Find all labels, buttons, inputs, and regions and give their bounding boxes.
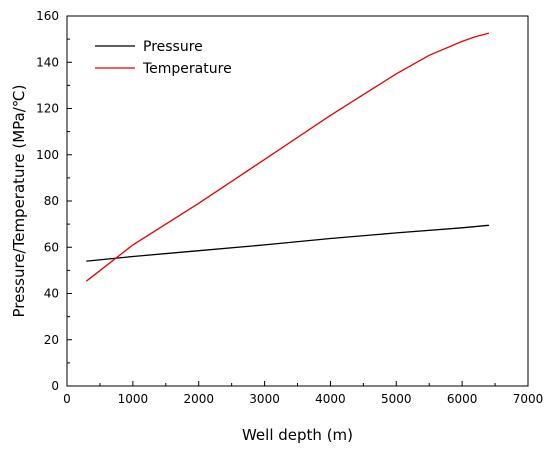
x-tick-label: 3000: [249, 392, 280, 406]
y-tick-label: 0: [51, 379, 59, 393]
y-axis-ticks: 0 20 40 60 80 100 120 140 160: [36, 9, 72, 393]
series-layer: [86, 32, 490, 282]
plot-area-frame: [66, 15, 529, 387]
x-tick-label: 7000: [513, 392, 544, 406]
legend-label-temperature: Temperature: [142, 61, 232, 77]
y-tick-label: 40: [44, 287, 59, 301]
x-axis-title: Well depth (m): [242, 426, 353, 444]
series-line-temperature: [86, 32, 490, 282]
y-tick-label: 20: [44, 333, 59, 347]
x-tick-label: 2000: [183, 392, 214, 406]
y-tick-label: 80: [44, 194, 59, 208]
legend: Pressure Temperature: [95, 39, 232, 77]
x-tick-label: 1000: [118, 392, 149, 406]
y-tick-label: 120: [36, 102, 59, 116]
y-tick-label: 100: [36, 148, 59, 162]
x-tick-label: 4000: [315, 392, 346, 406]
x-axis-ticks: 0 1000 2000 3000 4000 5000 6000 7000: [63, 381, 543, 406]
y-tick-label: 60: [44, 240, 59, 254]
x-tick-label: 0: [63, 392, 71, 406]
x-tick-label: 5000: [381, 392, 412, 406]
series-line-pressure: [86, 224, 490, 262]
legend-label-pressure: Pressure: [143, 39, 203, 55]
y-tick-label: 140: [36, 55, 59, 69]
y-axis-title: Pressure/Temperature (MPa/℃): [10, 85, 28, 318]
x-tick-label: 6000: [447, 392, 478, 406]
y-tick-label: 160: [36, 9, 59, 23]
